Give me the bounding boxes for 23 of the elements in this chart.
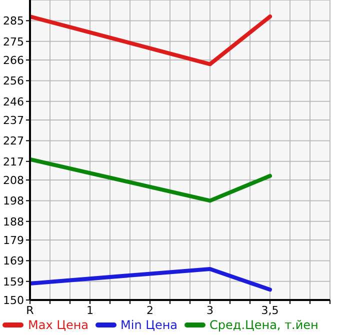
y-tick-label: 285 [3,14,24,28]
x-tick-label: 3 [206,304,214,317]
y-tick-label: 179 [3,234,24,247]
y-tick-label: 237 [3,114,24,127]
x-tick-label: 1 [86,304,94,317]
y-tick-label: 198 [3,194,24,208]
y-tick-label: 227 [3,134,24,148]
x-tick-label: R [26,304,34,317]
y-tick-label: 266 [3,54,24,67]
y-tick-label: 246 [3,95,24,108]
legend-label: Min Цена [120,318,178,332]
y-tick-label: 275 [3,35,24,48]
y-tick-label: 169 [3,254,24,268]
y-tick-label: 188 [3,215,24,228]
y-tick-label: 208 [3,174,24,187]
x-tick-label: 2 [146,304,154,317]
y-tick-label: 256 [3,74,24,88]
y-tick-label: 217 [3,155,24,168]
x-tick-label: 3,5 [261,304,279,317]
legend-label: Max Цена [27,318,89,332]
legend-label: Сред.Цена, т.йен [208,318,318,332]
y-tick-label: 150 [3,294,24,307]
y-tick-label: 159 [3,275,24,288]
